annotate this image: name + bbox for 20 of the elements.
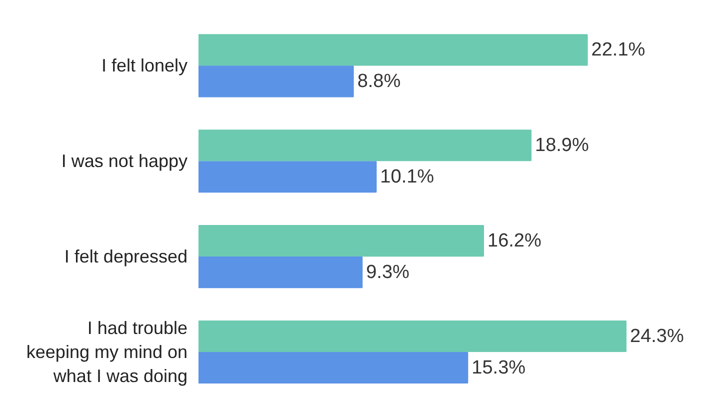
y-tick-label: I was not happy (61, 151, 188, 172)
bar (198, 352, 468, 384)
data-label: 9.3% (366, 262, 410, 283)
data-label: 18.9% (535, 134, 589, 156)
bar (198, 130, 532, 162)
bar (198, 256, 363, 288)
y-tick-label: I felt lonely (101, 56, 188, 76)
bar (198, 161, 377, 193)
data-label: 22.1% (591, 39, 646, 60)
bar (198, 66, 354, 98)
bar (198, 320, 626, 352)
data-label: 16.2% (488, 230, 542, 252)
data-label: 15.3% (472, 357, 526, 378)
y-tick-label: I had trouble keeping my mind on what I was doing (26, 318, 188, 386)
bar (198, 225, 484, 257)
data-label: 24.3% (630, 326, 684, 347)
data-label: 8.8% (357, 70, 401, 92)
bar (198, 34, 588, 66)
data-label: 10.1% (380, 166, 434, 188)
y-tick-label: I felt depressed (64, 246, 188, 267)
